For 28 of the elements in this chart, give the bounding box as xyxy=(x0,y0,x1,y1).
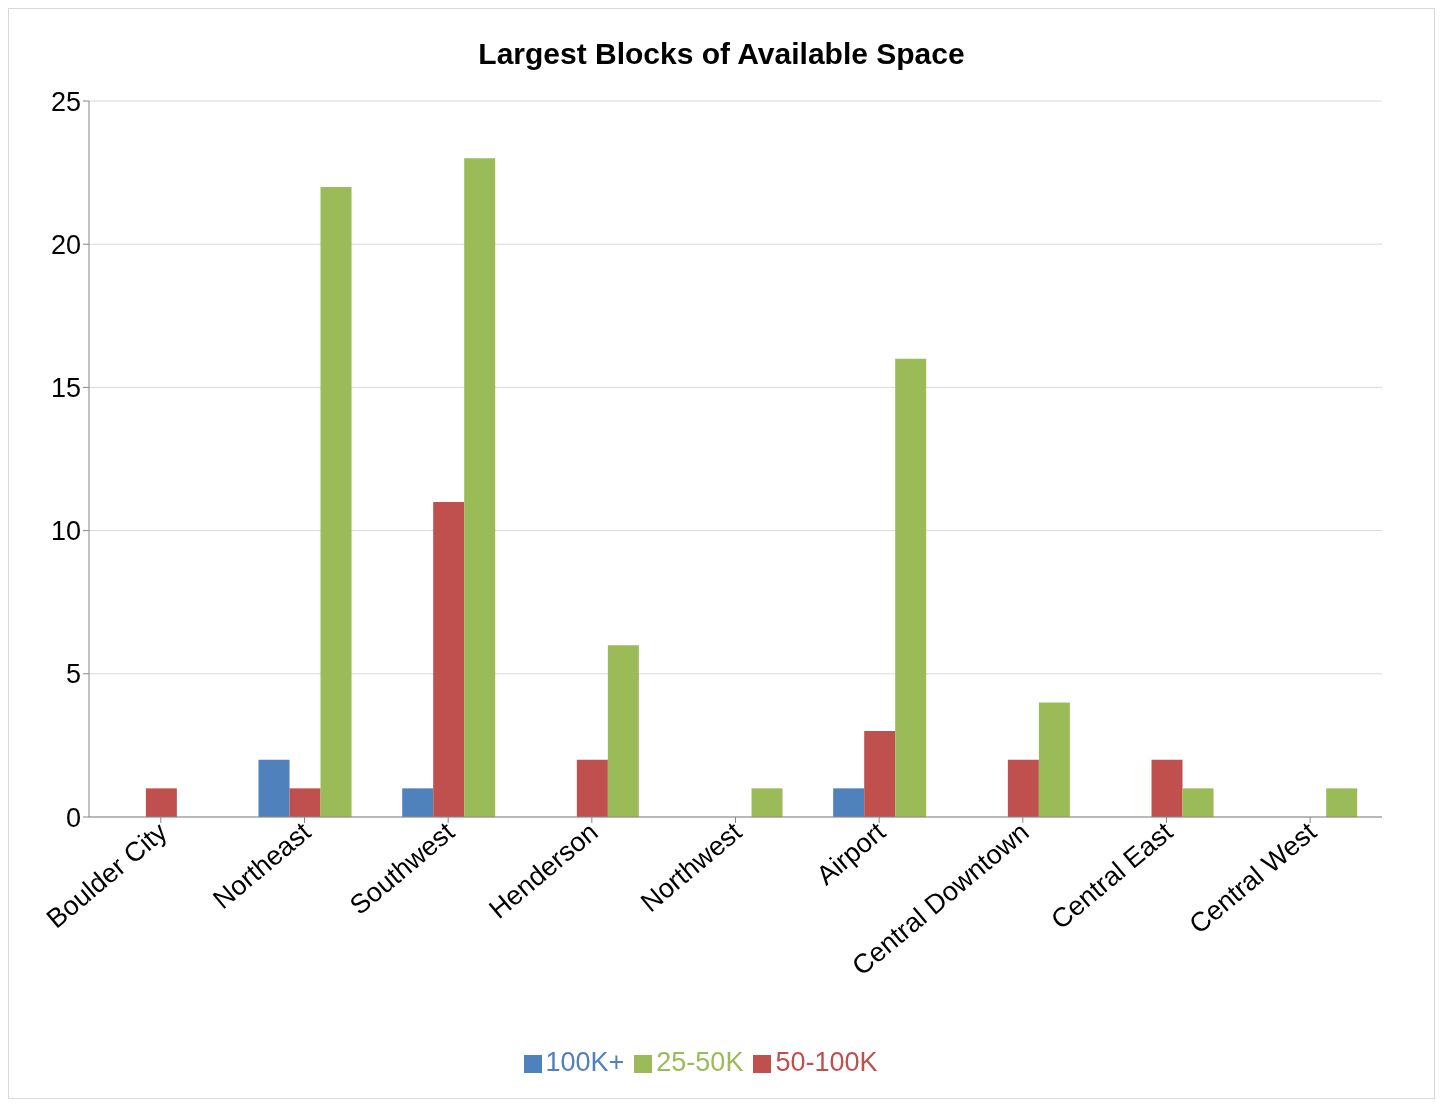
y-tick-label: 25 xyxy=(50,86,81,117)
legend-label: 50-100K xyxy=(775,1047,878,1077)
y-tick-label: 15 xyxy=(50,372,81,403)
bar xyxy=(1151,759,1183,817)
y-tick-label: 20 xyxy=(50,229,81,260)
bar xyxy=(1182,788,1214,817)
bar xyxy=(751,788,783,817)
bar xyxy=(1038,702,1070,817)
bar xyxy=(433,501,465,817)
bar xyxy=(320,186,352,817)
y-tick-label: 5 xyxy=(65,659,81,690)
bar xyxy=(895,358,927,817)
bar xyxy=(402,788,434,817)
bar xyxy=(607,645,639,817)
bar xyxy=(258,759,290,817)
chart-title: Largest Blocks of Available Space xyxy=(477,36,966,71)
bar xyxy=(1007,759,1039,817)
bar xyxy=(833,788,865,817)
y-tick-label: 10 xyxy=(50,516,81,547)
bar xyxy=(464,158,496,817)
bar xyxy=(576,759,608,817)
legend-label: 100K+ xyxy=(545,1047,625,1077)
bar xyxy=(289,788,321,817)
bar xyxy=(1326,788,1358,817)
y-tick-label: 0 xyxy=(65,802,81,833)
legend-label: 25-50K xyxy=(656,1047,744,1077)
bar xyxy=(145,788,177,817)
bar xyxy=(864,731,896,817)
